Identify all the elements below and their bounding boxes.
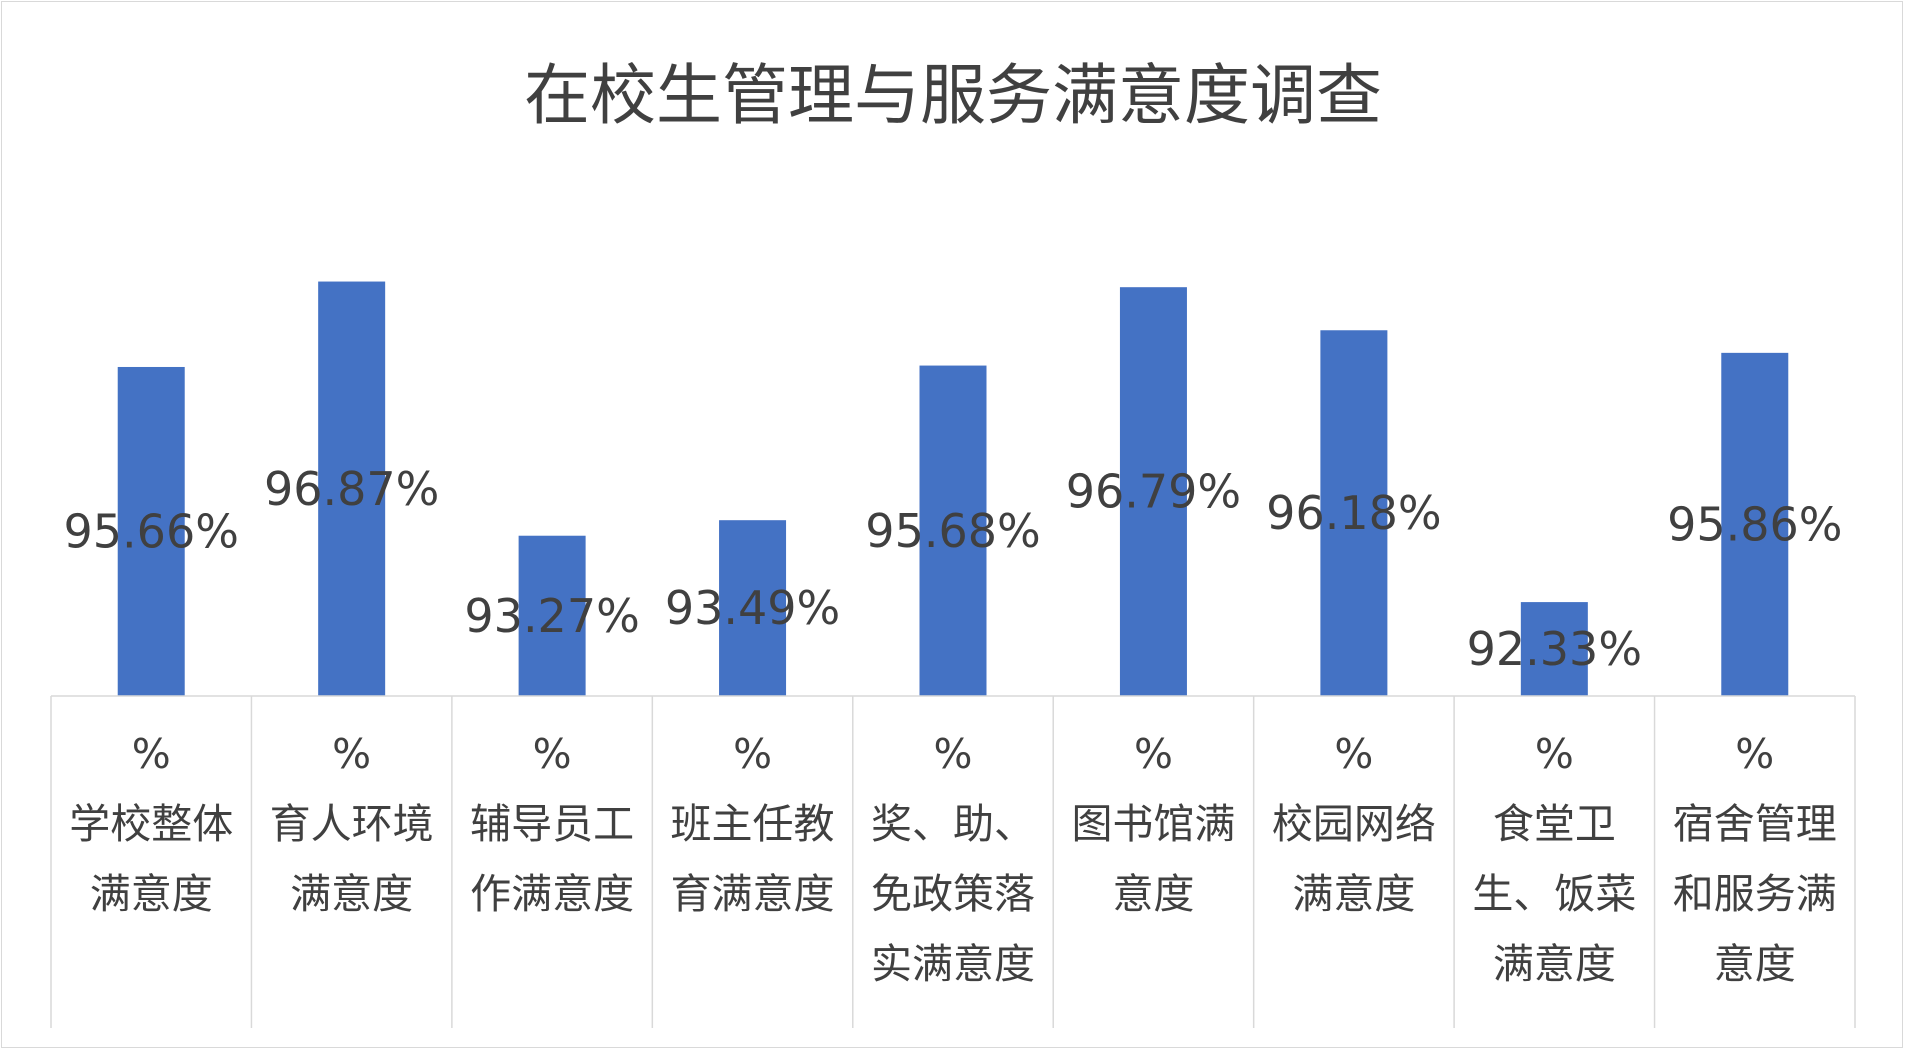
category-tick-label: %奖、助、免政策落实满意度 [871,730,1035,988]
bar [1119,287,1187,696]
category-tick-label: %图书馆满意度 [1071,730,1235,918]
bar [1520,602,1588,696]
category-tick-label: %宿舍管理和服务满意度 [1673,730,1837,988]
bar [518,535,586,696]
bar [719,520,787,696]
data-label: 96.87% [264,462,439,516]
category-tick-label: %学校整体满意度 [69,730,233,918]
category-tick-label: %育人环境满意度 [270,730,434,918]
bar [1721,352,1789,696]
chart-title: 在校生管理与服务满意度调查 [524,57,1382,134]
data-label: 95.66% [64,504,239,558]
data-label: 95.86% [1667,497,1842,551]
data-label: 92.33% [1467,622,1642,676]
data-labels-group: 95.66% 96.87% 93.27% 93.49% 95.68% 96.79% 96.1… [64,462,1843,676]
data-label: 96.18% [1266,486,1441,540]
category-tick-label: %辅导员工作满意度 [470,730,634,918]
bar [117,366,185,696]
bars-group [117,281,1789,696]
data-label: 96.79% [1066,465,1241,519]
data-label: 95.68% [865,504,1040,558]
category-tick-label: %食堂卫生、饭菜满意度 [1472,730,1636,988]
category-tick-label: %校园网络满意度 [1272,730,1436,918]
data-label: 93.49% [665,581,840,635]
bar [1320,330,1388,696]
bar [318,281,386,696]
bar [919,365,987,696]
category-tick-label: %班主任教育满意度 [671,730,835,918]
category-axis: %学校整体满意度%育人环境满意度%辅导员工作满意度%班主任教育满意度%奖、助、免… [50,695,1856,1028]
data-label: 93.27% [464,589,639,643]
